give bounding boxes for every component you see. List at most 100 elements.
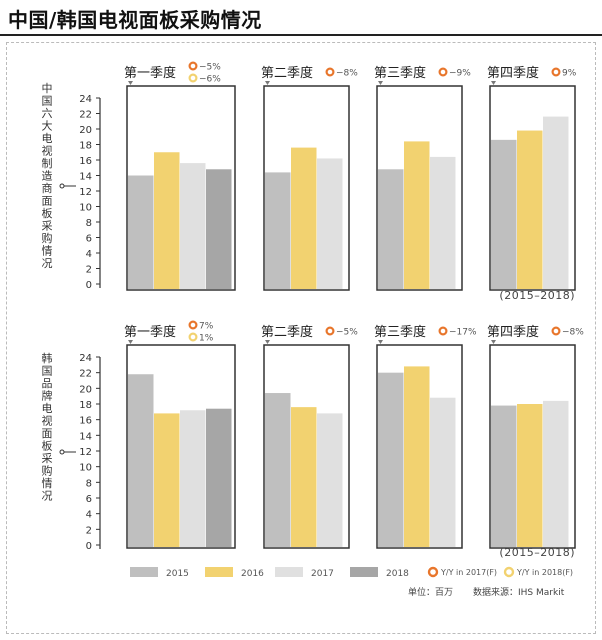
y-axis-label-char: 面 bbox=[42, 195, 53, 208]
y-axis-label-char: 国 bbox=[42, 365, 53, 378]
bar bbox=[317, 413, 343, 547]
yoy-ring-icon bbox=[551, 326, 561, 336]
title-bar: 中国/韩国电视面板采购情况 bbox=[0, 0, 602, 36]
bar bbox=[154, 152, 180, 289]
y-tick-label: 18 bbox=[79, 141, 92, 152]
y-tick-label: 4 bbox=[86, 249, 92, 260]
quarter-marker bbox=[491, 81, 496, 85]
quarter-marker bbox=[128, 81, 133, 85]
y-tick-label: 8 bbox=[86, 218, 92, 229]
yoy-ring-icon bbox=[438, 67, 448, 77]
y-axis-label-char: 大 bbox=[42, 119, 53, 133]
bar bbox=[265, 172, 291, 289]
y-tick-label: 10 bbox=[79, 463, 92, 474]
bar bbox=[404, 366, 430, 547]
yoy-ring-icon bbox=[325, 326, 335, 336]
legend-label: 2017 bbox=[311, 569, 334, 579]
y-tick-label: 20 bbox=[79, 384, 92, 395]
bar bbox=[206, 169, 232, 289]
bar bbox=[430, 397, 456, 547]
y-tick-label: 16 bbox=[79, 156, 92, 167]
y-axis-label-char: 视 bbox=[42, 144, 53, 158]
y-axis-label-char: 中 bbox=[42, 82, 53, 95]
quarter-label: 第四季度 bbox=[487, 65, 539, 81]
yoy-ring-icon bbox=[188, 73, 198, 83]
bar bbox=[128, 374, 154, 547]
y-axis-label-char: 况 bbox=[42, 490, 53, 503]
bar bbox=[543, 400, 569, 547]
y-tick-label: 20 bbox=[79, 125, 92, 136]
legend-ring-icon bbox=[503, 566, 515, 578]
y-tick-label: 10 bbox=[79, 203, 92, 214]
legend-label: 2016 bbox=[241, 569, 264, 579]
yoy-value: −6% bbox=[199, 75, 221, 85]
legend-swatch bbox=[350, 567, 378, 577]
y-tick-label: 22 bbox=[79, 110, 92, 121]
quarter-label: 第三季度 bbox=[374, 324, 426, 340]
y-tick-label: 0 bbox=[86, 541, 92, 552]
quarter-label: 第二季度 bbox=[261, 324, 313, 340]
yoy-value: −5% bbox=[336, 328, 358, 338]
y-axis-label-char: 采 bbox=[42, 452, 53, 465]
page-title: 中国/韩国电视面板采购情况 bbox=[8, 8, 262, 32]
y-tick-label: 16 bbox=[79, 416, 92, 427]
quarter-label: 第一季度 bbox=[124, 65, 176, 81]
y-axis-label-char: 购 bbox=[42, 464, 53, 478]
legend-label: Y/Y in 2018(F) bbox=[516, 568, 573, 577]
panel-border bbox=[6, 42, 596, 634]
quarter-marker bbox=[378, 340, 383, 344]
y-axis-label-char: 造 bbox=[42, 169, 53, 183]
y-axis-label-char: 面 bbox=[42, 427, 53, 440]
quarter-marker bbox=[128, 340, 133, 344]
quarter-label: 第三季度 bbox=[374, 65, 426, 81]
y-tick-label: 24 bbox=[79, 94, 92, 105]
yoy-value: 9% bbox=[562, 69, 577, 79]
y-tick-label: 18 bbox=[79, 400, 92, 411]
bar bbox=[291, 147, 317, 289]
y-axis-label-char: 制 bbox=[42, 157, 53, 170]
legend-ring-icon bbox=[427, 566, 439, 578]
bar bbox=[154, 413, 180, 547]
y-tick-label: 6 bbox=[86, 494, 92, 505]
y-axis-label-char: 采 bbox=[42, 220, 53, 233]
bar bbox=[404, 141, 430, 289]
bar bbox=[180, 163, 206, 289]
y-tick-label: 2 bbox=[86, 525, 92, 536]
bar bbox=[543, 116, 569, 289]
quarter-label: 第二季度 bbox=[261, 65, 313, 81]
bar bbox=[517, 404, 543, 547]
y-axis-label-char: 视 bbox=[42, 414, 53, 428]
y-axis-label-char: 情 bbox=[42, 245, 53, 258]
y-tick-label: 14 bbox=[79, 172, 92, 183]
range-label: (2015–2018) bbox=[499, 289, 575, 302]
axis-bracket-dot bbox=[59, 183, 65, 189]
source-label: 数据来源：IHS Markit bbox=[473, 586, 565, 598]
yoy-ring-icon bbox=[551, 67, 561, 77]
bar bbox=[378, 169, 404, 289]
legend-swatch bbox=[275, 567, 303, 577]
y-axis-label-char: 情 bbox=[42, 477, 53, 490]
y-tick-label: 2 bbox=[86, 265, 92, 276]
legend-label: 2018 bbox=[386, 569, 409, 579]
yoy-value: −9% bbox=[449, 69, 471, 79]
yoy-value: −5% bbox=[199, 63, 221, 73]
bar bbox=[206, 408, 232, 547]
y-tick-label: 0 bbox=[86, 280, 92, 291]
yoy-value: −8% bbox=[562, 328, 584, 338]
y-tick-label: 8 bbox=[86, 478, 92, 489]
quarter-marker bbox=[265, 81, 270, 85]
y-tick-label: 6 bbox=[86, 234, 92, 245]
bar bbox=[317, 158, 343, 289]
bar bbox=[291, 407, 317, 547]
y-tick-label: 22 bbox=[79, 369, 92, 380]
bar bbox=[517, 130, 543, 289]
bar bbox=[265, 393, 291, 547]
axis-bracket-dot bbox=[59, 449, 65, 455]
bar bbox=[128, 175, 154, 289]
yoy-ring-icon bbox=[188, 61, 198, 71]
range-label: (2015–2018) bbox=[499, 546, 575, 559]
y-axis-label-char: 板 bbox=[42, 206, 53, 220]
quarter-marker bbox=[378, 81, 383, 85]
